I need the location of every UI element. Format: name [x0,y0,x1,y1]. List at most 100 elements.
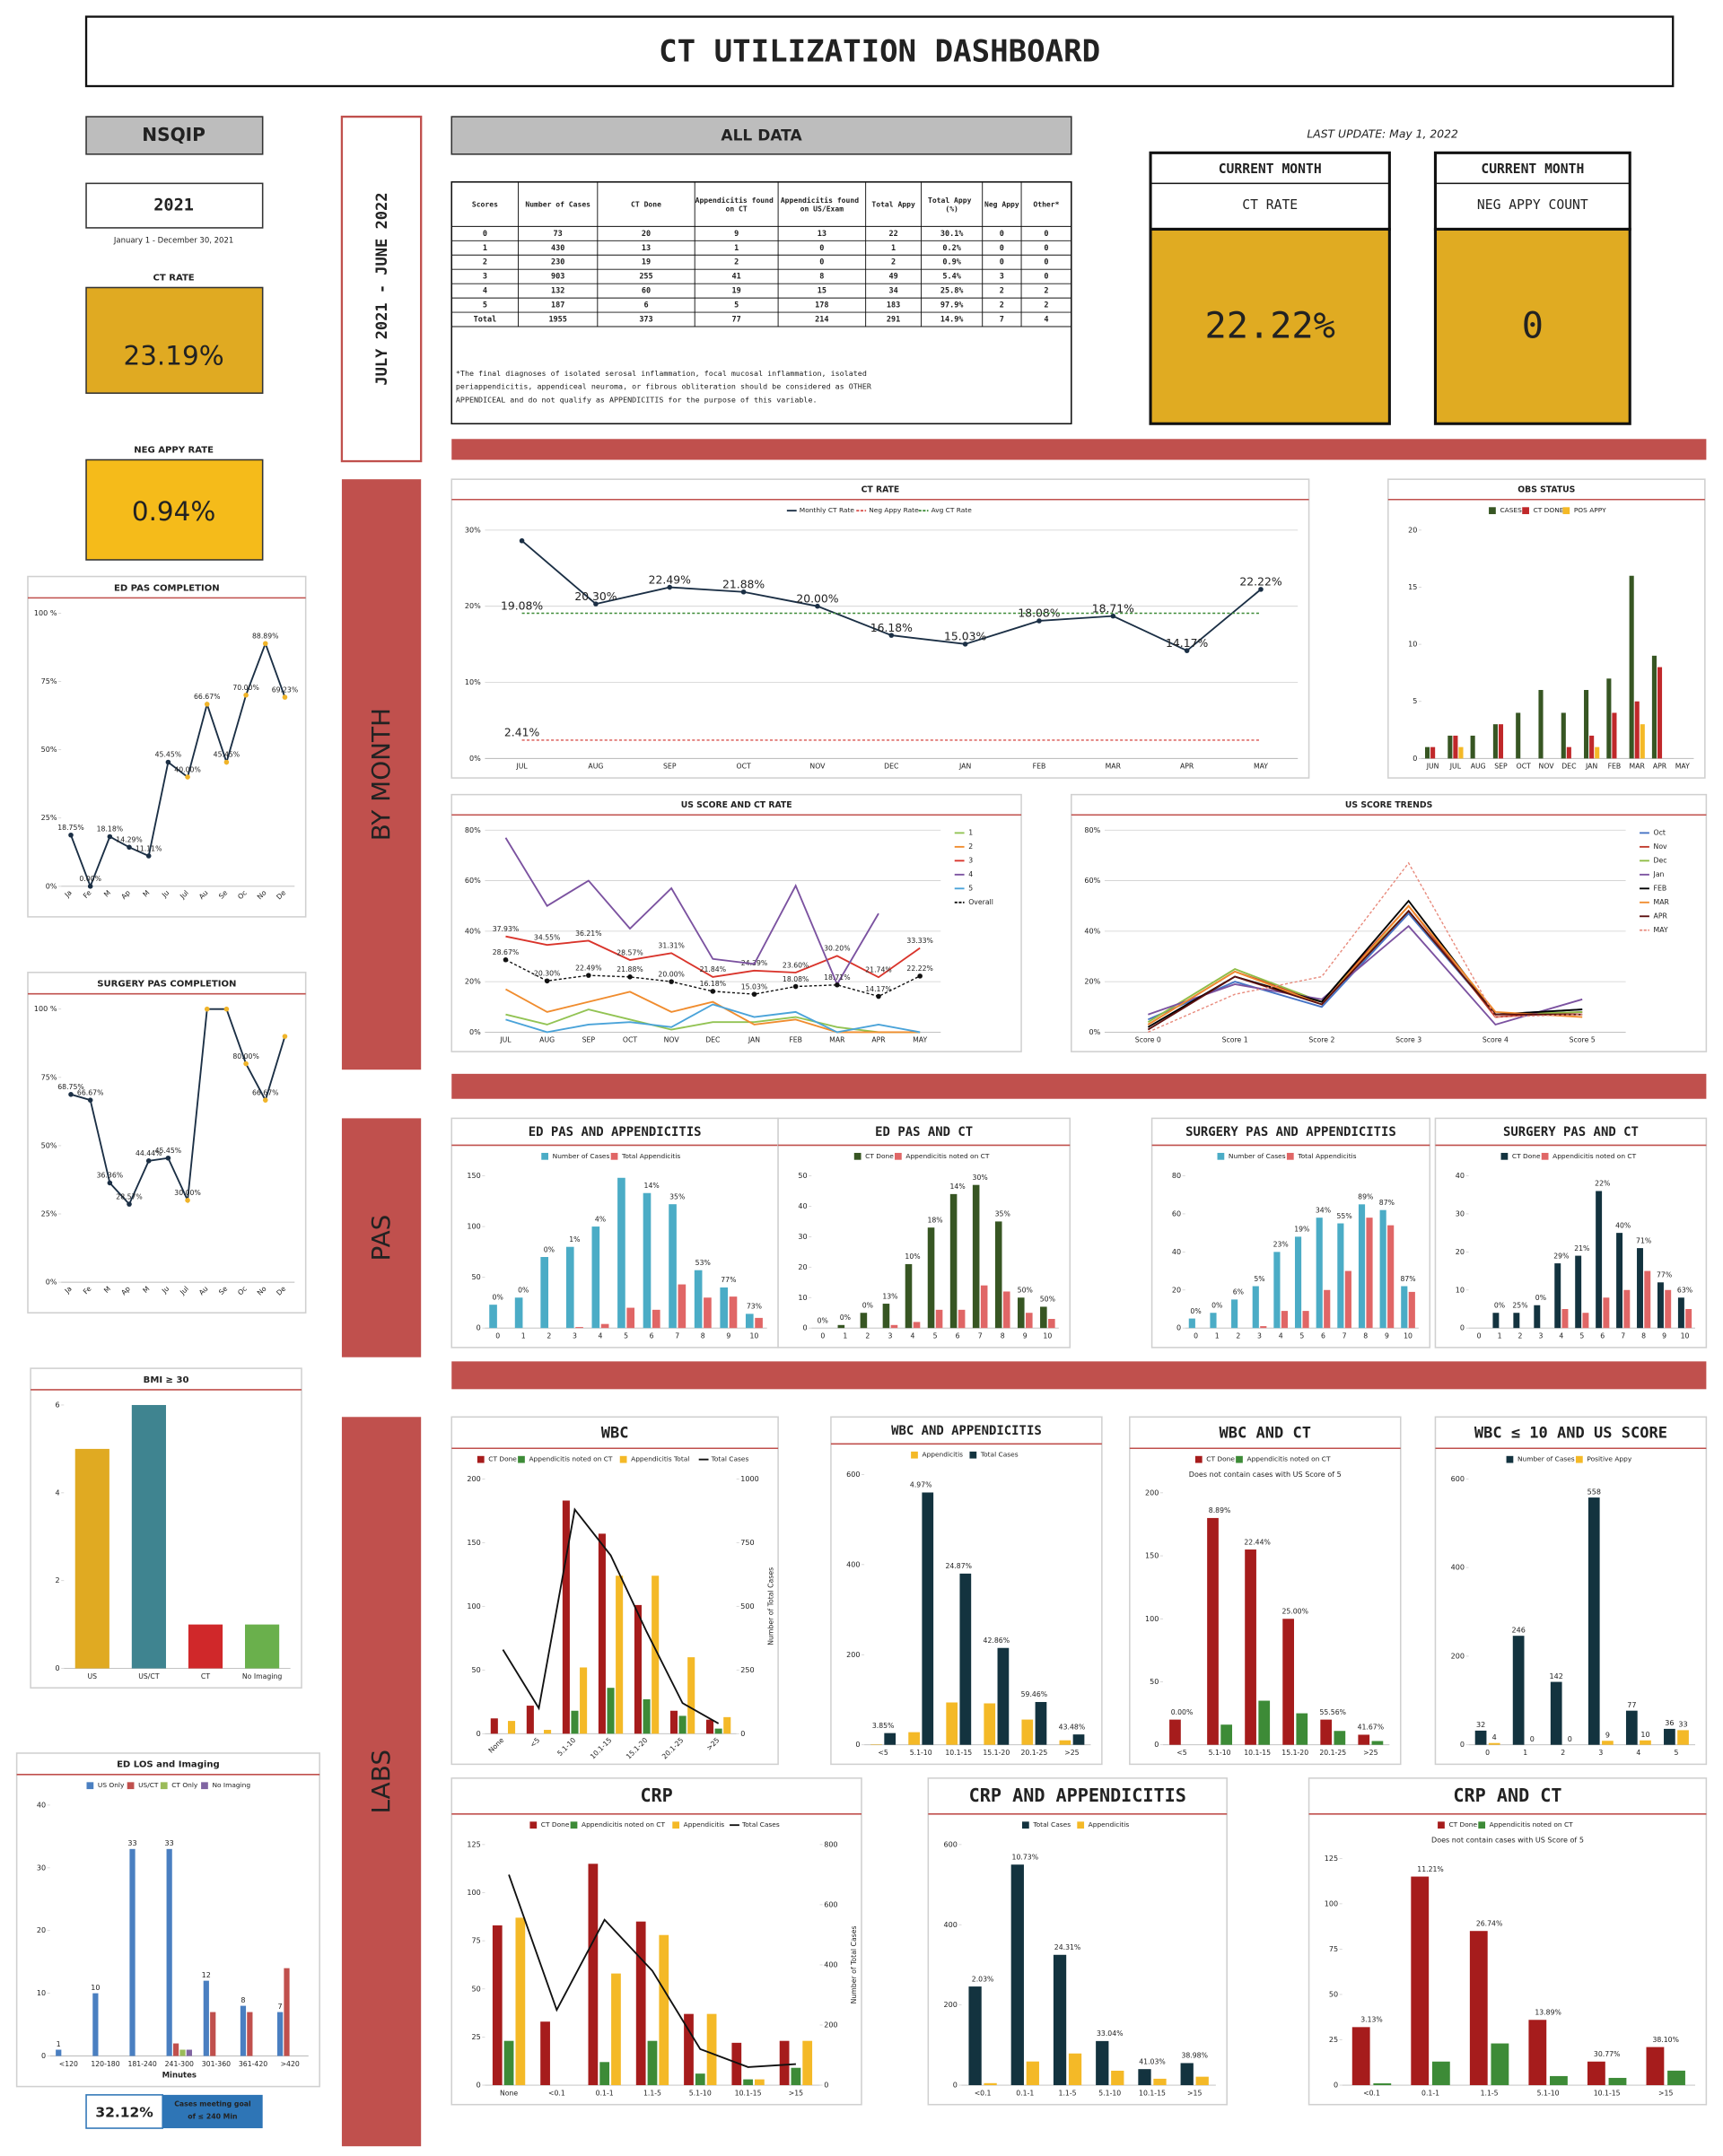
data-label: 33 [165,1839,174,1847]
legend-swatch [969,1451,977,1459]
y-tick-label: 400 [824,1960,837,1968]
year-box [85,182,264,229]
neg-appy-label: NEG APPY RATE [134,446,214,456]
annotation: 87% [1379,1199,1395,1207]
line [1147,909,1583,1031]
legend-swatch [1236,1455,1243,1463]
chart-note: Does not contain cases with US Score of … [1431,1837,1584,1845]
marker [667,584,673,590]
bar [1492,724,1498,759]
y-tick-label: 10% [465,678,481,686]
bar [1561,1308,1569,1329]
table-cell: 1955 [548,316,566,325]
bar [575,1327,583,1329]
y-tick-label: 100 [1325,1899,1338,1907]
data-label: 22.22% [1239,576,1281,589]
y-tick-label: 50 [472,1666,481,1674]
neg-appy-box [85,458,264,561]
x-tick-label: Fe [82,1285,93,1296]
data-label: 21.88% [617,965,643,973]
x-tick-label: 6 [1600,1331,1605,1340]
marker [223,759,230,765]
x-tick-label: JUL [499,1036,512,1044]
bar [1469,1931,1488,2086]
x-tick-label: 9 [1662,1331,1666,1340]
marker [185,1197,190,1203]
x-tick-label: 10.1-15 [1594,2089,1621,2097]
bar [837,1324,845,1329]
annotation: 24.31% [1054,1943,1081,1951]
header-line: on US/Exam [800,205,844,213]
data-label: 45.45% [214,751,241,759]
bar [1646,2047,1665,2086]
header-line: CT Done [631,200,661,208]
annotation: 71% [1636,1236,1651,1244]
bar [1602,1741,1614,1745]
table-cell: 97.9% [940,301,964,310]
y-tick-label: 600 [846,1471,860,1479]
bar [1561,712,1566,759]
table-cell: 0.9% [942,258,961,267]
bar [1252,1286,1259,1329]
y-tick-label: 80% [465,826,481,834]
bar [802,2040,813,2086]
data-label: 18.18% [97,825,124,834]
x-tick-label: M [102,1285,112,1295]
bar [1488,1742,1500,1745]
annotation: 3.85% [872,1722,895,1730]
data-label: 32 [1476,1721,1485,1729]
annotation: 63% [1677,1287,1692,1295]
data-label: 0.00% [79,875,101,883]
marker [282,694,288,700]
annotation: 0% [1494,1301,1505,1309]
table-cell: 0 [1000,230,1004,239]
legend-swatch [1562,507,1570,515]
bar [526,1706,534,1734]
data-label: 246 [1511,1626,1525,1634]
bar [1587,1497,1600,1745]
bar [240,2005,247,2056]
data-label: 44.44% [136,1149,162,1157]
header-line: Total Appy [928,196,975,204]
annotation: 23% [1273,1241,1289,1249]
annotation: 10% [905,1253,920,1261]
legend-label: Monthly CT Rate [800,506,855,514]
y-tick-label: 0 [55,1664,59,1672]
bar [791,2067,801,2086]
x-tick-label: OCT [736,763,750,771]
bar [729,1296,738,1329]
table-cell: 25.8% [940,287,964,296]
table-cell: 73 [554,230,563,239]
x-tick-label: 10.1-15 [1139,2089,1166,2097]
legend-label: Appendicitis [923,1451,964,1459]
line [1148,861,1583,1034]
bar [968,1986,982,2086]
y2-axis-label: Number of Total Cases [850,1925,858,2003]
table-cell: 183 [887,301,900,310]
bar [210,2012,216,2056]
annotation: 14% [950,1183,966,1191]
annotation: 35% [669,1192,685,1200]
legend-label: Total Cases [1032,1820,1071,1829]
bar [1644,1270,1651,1329]
legend-label: Appendicitis noted on CT [582,1820,665,1829]
bar [1072,1734,1085,1745]
legend-label: Neg Appy Rate [869,506,919,514]
header-line: Number of Cases [525,200,590,208]
bar [1231,1299,1238,1329]
x-tick-label: M [102,888,112,898]
y-tick-label: 75 [472,1937,481,1945]
data-label: 10 [1640,1731,1649,1739]
header-line: on CT [726,205,748,213]
y-tick-label: 600 [824,1900,837,1908]
los-goal: 32.12% [95,2105,153,2121]
table-cell: 4 [1044,316,1048,325]
x-tick-label: 8 [1363,1331,1368,1340]
x-tick-label: 6 [956,1331,960,1340]
y-tick-label: 200 [1451,1652,1465,1660]
annotation: 1% [569,1235,580,1244]
data-label: 34.55% [534,933,561,941]
bar [1612,712,1617,759]
bar [1491,2043,1509,2086]
